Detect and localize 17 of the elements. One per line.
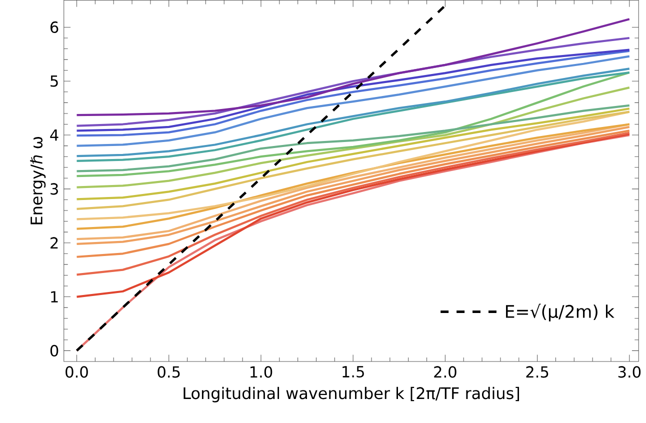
x-tick-label: 3.0 (618, 366, 641, 378)
x-tick-label: 2.5 (526, 366, 548, 378)
y-tick-label: 0 (50, 344, 58, 356)
y-tick-label: 4 (50, 129, 58, 140)
y-tick-label: 2 (50, 237, 58, 248)
x-tick-label: 1.5 (342, 366, 364, 378)
y-tick-label: 3 (50, 183, 58, 195)
y-tick-label: 1 (51, 291, 58, 302)
legend-label: E=√(μ/2m) k (506, 304, 614, 322)
x-tick-label: 0.0 (66, 366, 88, 378)
x-tick-label: 1.0 (250, 366, 272, 378)
x-tick-label: 2.0 (434, 366, 456, 378)
x-tick-label: 0.5 (158, 366, 180, 378)
y-axis-title: Energy/ℏ ω (30, 136, 46, 224)
x-axis-title: Longitudinal wavenumber k [2π/TF radius] (184, 386, 520, 402)
y-tick-label: 5 (50, 75, 58, 87)
y-tick-label: 6 (50, 21, 58, 33)
